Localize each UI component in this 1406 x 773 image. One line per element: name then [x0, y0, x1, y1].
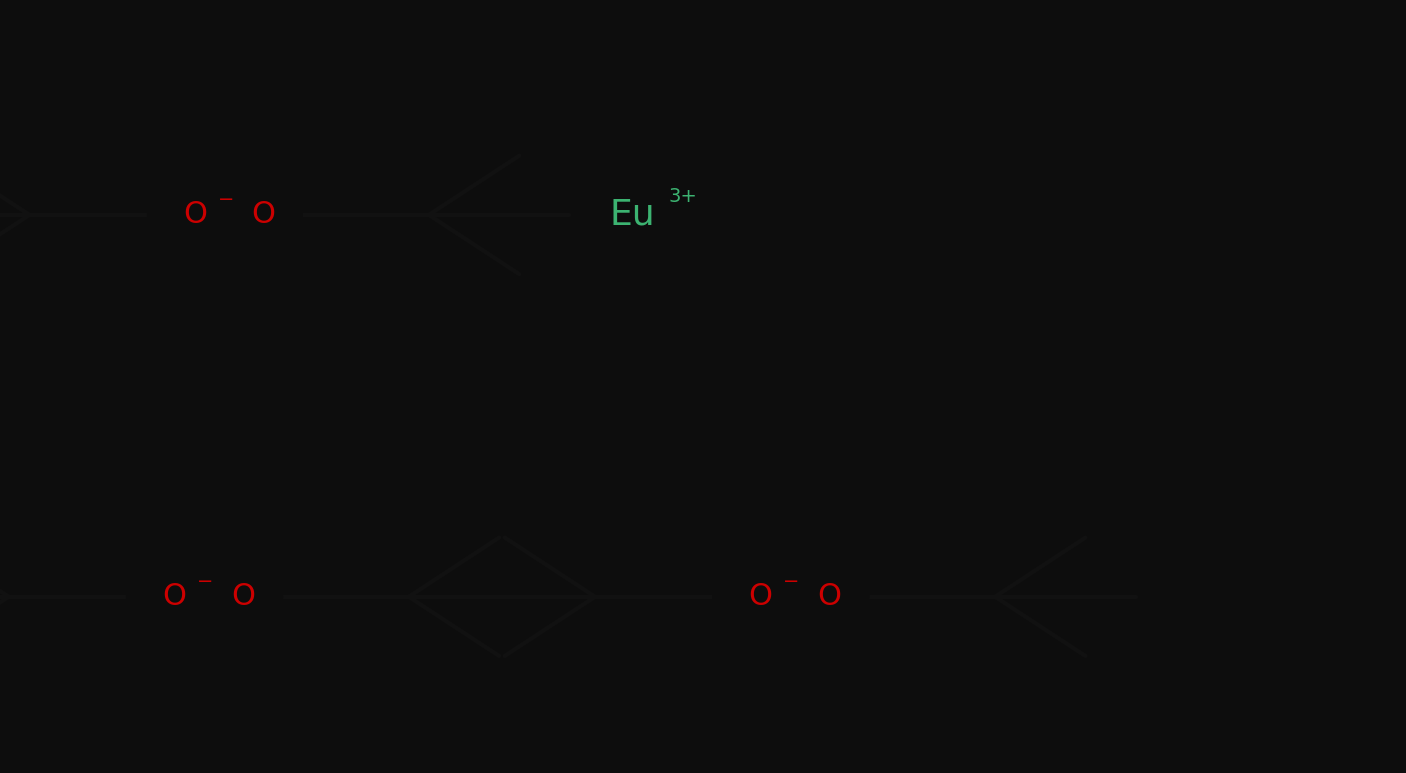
Circle shape — [204, 575, 283, 618]
Text: Eu: Eu — [610, 198, 655, 232]
Circle shape — [127, 570, 222, 623]
Text: 3+: 3+ — [669, 187, 697, 206]
Text: O: O — [183, 200, 208, 230]
Text: O: O — [748, 582, 773, 611]
Circle shape — [713, 570, 808, 623]
Circle shape — [592, 182, 710, 247]
Text: O: O — [231, 582, 256, 611]
Text: O: O — [817, 582, 842, 611]
Text: −: − — [783, 572, 800, 591]
Text: O: O — [250, 200, 276, 230]
Text: O: O — [162, 582, 187, 611]
Circle shape — [148, 189, 243, 241]
Text: −: − — [218, 190, 235, 209]
Circle shape — [790, 575, 869, 618]
Circle shape — [224, 193, 302, 237]
Text: −: − — [197, 572, 214, 591]
